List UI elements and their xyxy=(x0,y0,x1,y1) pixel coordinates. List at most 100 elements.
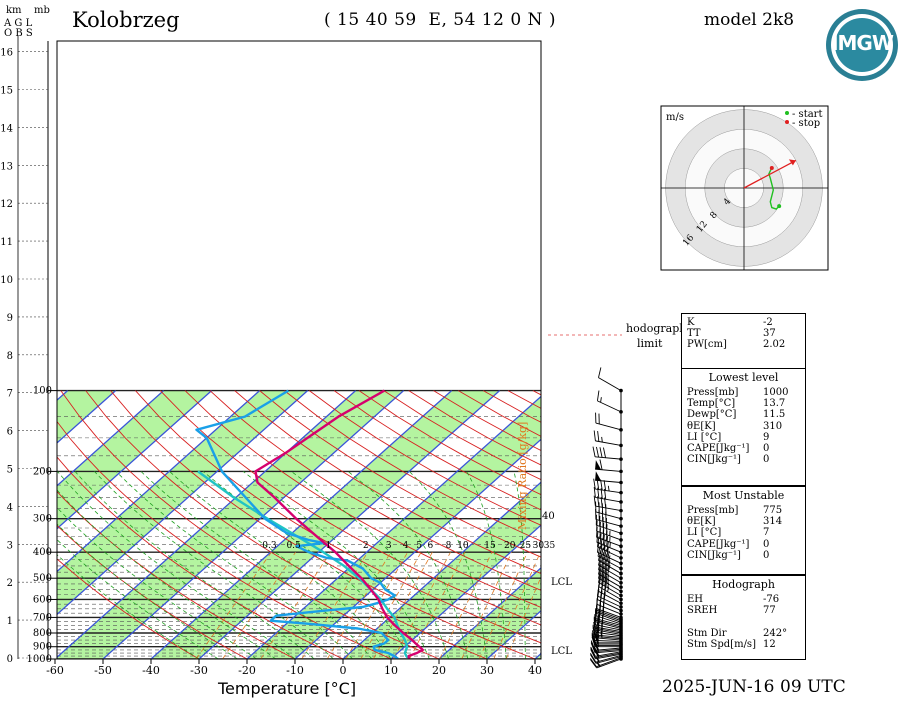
hodograph-unit-label: m/s xyxy=(666,112,684,123)
index-value: 11.5 xyxy=(763,409,785,420)
wind-barb-half xyxy=(608,486,609,491)
pressure-unit-label: mb xyxy=(34,5,50,16)
mixing-ratio-tick-label: 25 xyxy=(520,541,532,551)
index-name: LI [°C] xyxy=(687,432,763,443)
logo-text: IMGW xyxy=(826,31,898,55)
theta-e-label: 40 xyxy=(542,511,555,522)
index-row: EH-76 xyxy=(682,594,805,605)
index-value: 77 xyxy=(763,605,776,616)
index-row: Stm Spd[m/s]12 xyxy=(682,639,805,650)
height-tick-label: 0 xyxy=(7,654,13,665)
index-row: Temp[°C]13.7 xyxy=(682,398,805,409)
wind-barb-full xyxy=(590,660,596,668)
wind-barb-flag xyxy=(595,471,601,480)
index-name: θE[K] xyxy=(687,516,763,527)
time-label: 09 UTC xyxy=(780,677,846,697)
index-name: LI [°C] xyxy=(687,527,763,538)
index-name: TT xyxy=(687,328,763,339)
pressure-tick-label: 100 xyxy=(33,386,52,397)
index-row: CIN[Jkg⁻¹]0 xyxy=(682,550,805,561)
wind-barb-half xyxy=(602,437,603,442)
index-name: EH xyxy=(687,594,763,605)
index-value: 310 xyxy=(763,421,782,432)
height-unit-label: km xyxy=(6,5,22,16)
index-row: CAPE[Jkg⁻¹]0 xyxy=(682,539,805,550)
wind-barb xyxy=(596,413,621,430)
x-axis-label: Temperature [°C] xyxy=(218,679,356,698)
index-name: Stm Spd[m/s] xyxy=(687,639,763,650)
hodograph-limit-label-2: limit xyxy=(637,337,662,350)
index-name: CAPE[Jkg⁻¹] xyxy=(687,443,763,454)
model-label: model 2k8 xyxy=(704,10,794,30)
index-row: PW[cm]2.02 xyxy=(682,339,805,350)
index-row: CIN[Jkg⁻¹]0 xyxy=(682,454,805,465)
index-name: θE[K] xyxy=(687,421,763,432)
index-name: Temp[°C] xyxy=(687,398,763,409)
height-tick-label: 13 xyxy=(0,161,13,172)
x-tick-label: 30 xyxy=(480,664,494,677)
index-row: CAPE[Jkg⁻¹]0 xyxy=(682,443,805,454)
mixing-ratio-tick-label: 0.3 xyxy=(262,541,277,551)
hodograph-stop-marker xyxy=(770,166,774,170)
imgw-logo: IMGW xyxy=(826,9,898,81)
x-tick-label: -20 xyxy=(238,664,256,677)
index-value: 37 xyxy=(763,328,776,339)
most-unstable-title: Most Unstable xyxy=(682,487,805,505)
index-value: 242° xyxy=(763,628,787,639)
height-tick-label: 12 xyxy=(0,199,13,210)
index-row: Dewp[°C]11.5 xyxy=(682,409,805,420)
index-row: θE[K]314 xyxy=(682,516,805,527)
index-name: Stm Dir xyxy=(687,628,763,639)
wind-barb-full xyxy=(596,447,598,457)
hodograph-title: Hodograph xyxy=(682,576,805,594)
wind-barb-shaft xyxy=(595,489,621,493)
wind-barb-half xyxy=(601,397,602,402)
index-value: 9 xyxy=(763,432,769,443)
index-name: PW[cm] xyxy=(687,339,763,350)
mixing-ratio-tick-label: 15 xyxy=(484,541,496,551)
mixing-ratio-tick-label: 30 xyxy=(533,541,545,551)
mixing-ratio-tick-label: 0.5 xyxy=(286,541,301,551)
height-tick-label: 4 xyxy=(7,502,13,513)
wind-level-dot xyxy=(619,389,623,393)
lcl-label: LCL xyxy=(551,577,572,588)
legend-stop-dot xyxy=(785,120,789,124)
mixing-ratio-tick-label: 20 xyxy=(504,541,516,551)
wind-barb xyxy=(595,471,621,482)
mixing-ratio-tick-label: 5 xyxy=(416,541,422,551)
pressure-tick-label: 900 xyxy=(33,642,52,653)
index-value: 775 xyxy=(763,505,782,516)
height-tick-label: 14 xyxy=(0,123,13,134)
x-tick-label: -40 xyxy=(142,664,160,677)
wind-barb-full xyxy=(598,367,600,377)
index-value: 0 xyxy=(763,454,769,465)
index-name: CIN[Jkg⁻¹] xyxy=(687,454,763,465)
mixing-ratio-label: Mixing Ratio [g/kg] xyxy=(516,410,529,530)
index-name: Press[mb] xyxy=(687,387,763,398)
hodograph-start-marker xyxy=(777,204,781,208)
lcl-label-obs: LCL xyxy=(551,646,572,657)
index-value: 0 xyxy=(763,539,769,550)
index-row xyxy=(682,616,805,627)
index-row: LI [°C]9 xyxy=(682,432,805,443)
height-tick-label: 8 xyxy=(7,351,13,362)
index-name: CAPE[Jkg⁻¹] xyxy=(687,539,763,550)
index-name: K xyxy=(687,317,763,328)
x-tick-label: -50 xyxy=(94,664,112,677)
index-row: θE[K]310 xyxy=(682,421,805,432)
legend-start-dot xyxy=(785,111,789,115)
date-label: 2025-JUN-16 xyxy=(662,677,774,697)
height-tick-label: 10 xyxy=(0,275,13,286)
mixing-ratio-tick-label: 3 xyxy=(386,541,392,551)
index-value: 13.7 xyxy=(763,398,785,409)
obs-label: O B S xyxy=(4,28,33,39)
height-tick-label: 11 xyxy=(0,237,13,248)
index-value: 2.02 xyxy=(763,339,785,350)
index-name xyxy=(687,616,763,627)
index-name: Press[mb] xyxy=(687,505,763,516)
